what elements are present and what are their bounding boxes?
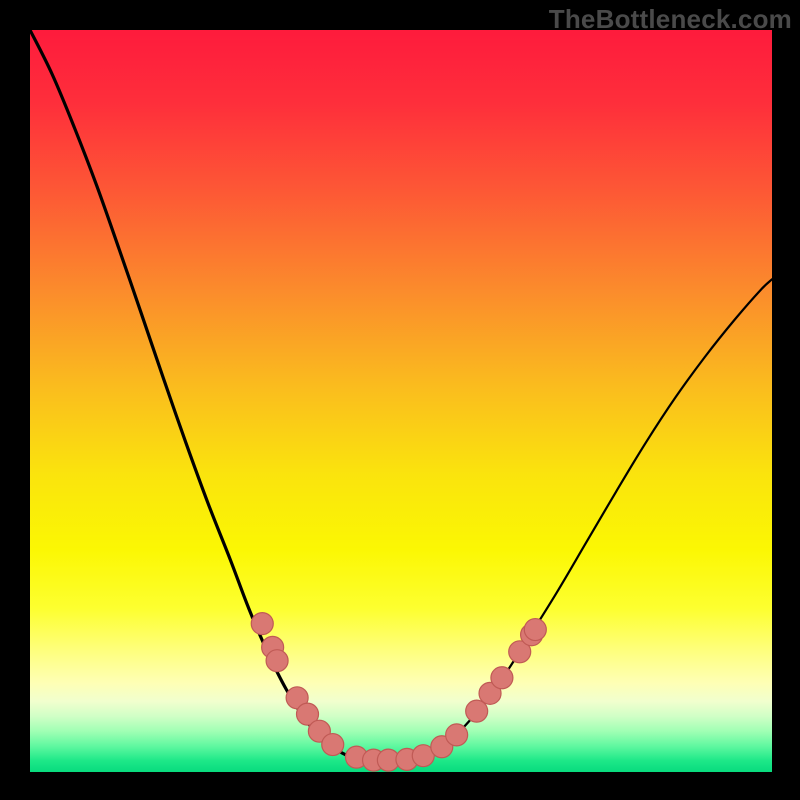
data-marker <box>322 734 344 756</box>
data-marker <box>491 667 513 689</box>
data-marker <box>524 619 546 641</box>
data-marker <box>266 650 288 672</box>
watermark-text: TheBottleneck.com <box>549 4 792 35</box>
curve-right-segment <box>397 279 772 763</box>
curve-left-segment <box>30 30 397 763</box>
data-marker <box>446 724 468 746</box>
plot-area <box>30 30 772 772</box>
data-marker <box>251 613 273 635</box>
bottleneck-curve <box>30 30 772 772</box>
